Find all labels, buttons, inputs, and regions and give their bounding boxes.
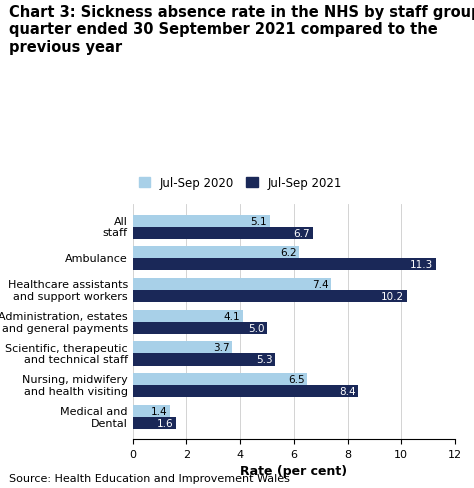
Bar <box>133 247 299 259</box>
Text: 6.2: 6.2 <box>280 248 297 258</box>
Bar <box>133 278 331 290</box>
Text: 4.1: 4.1 <box>224 311 240 321</box>
Text: 5.0: 5.0 <box>248 323 264 333</box>
Text: 5.1: 5.1 <box>250 216 267 226</box>
Text: 6.5: 6.5 <box>288 374 305 385</box>
Text: 1.4: 1.4 <box>151 406 168 416</box>
Bar <box>133 354 275 366</box>
Legend: Jul-Sep 2020, Jul-Sep 2021: Jul-Sep 2020, Jul-Sep 2021 <box>138 177 342 190</box>
Text: 10.2: 10.2 <box>381 291 404 302</box>
Text: 8.4: 8.4 <box>339 386 356 396</box>
Text: Chart 3: Sickness absence rate in the NHS by staff group,
quarter ended 30 Septe: Chart 3: Sickness absence rate in the NH… <box>9 5 474 55</box>
Bar <box>133 405 170 417</box>
Text: 6.7: 6.7 <box>293 228 310 238</box>
Bar <box>133 342 232 354</box>
Text: 7.4: 7.4 <box>312 280 329 289</box>
Bar <box>133 386 358 397</box>
Bar <box>133 322 267 334</box>
Bar <box>133 417 176 429</box>
Bar <box>133 290 407 303</box>
Bar <box>133 373 307 386</box>
Text: 11.3: 11.3 <box>410 260 434 270</box>
Bar <box>133 259 436 271</box>
X-axis label: Rate (per cent): Rate (per cent) <box>240 465 347 477</box>
Bar <box>133 215 270 227</box>
Text: Source: Health Education and Improvement Wales: Source: Health Education and Improvement… <box>9 473 291 483</box>
Text: 3.7: 3.7 <box>213 343 229 353</box>
Bar <box>133 310 243 322</box>
Text: 1.6: 1.6 <box>156 418 173 428</box>
Bar <box>133 227 313 239</box>
Text: 5.3: 5.3 <box>256 355 273 365</box>
